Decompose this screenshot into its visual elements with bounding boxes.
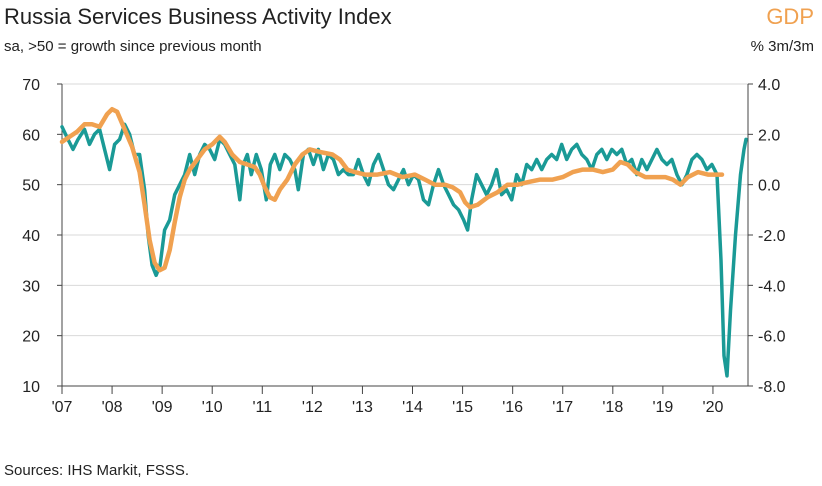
y-right-tick-label: 4.0 [758,77,780,94]
right-axis-title: GDP [766,4,814,29]
x-tick-label: '10 [202,399,223,416]
y-left-tick-label: 50 [22,178,40,195]
x-tick-label: '17 [552,399,573,416]
x-tick-label: '08 [102,399,123,416]
chart-subtitle: sa, >50 = growth since previous month [4,38,262,55]
y-right-tick-label: 2.0 [758,127,780,144]
series-line-gdp [59,106,725,273]
x-tick-label: '20 [703,399,724,416]
x-tick-label: '18 [602,399,623,416]
x-tick-label: '14 [402,399,423,416]
x-tick-label: '19 [652,399,673,416]
y-left-tick-label: 20 [22,329,40,346]
x-tick-label: '15 [452,399,473,416]
chart-source: Sources: IHS Markit, FSSS. [4,462,190,479]
y-left-tick-label: 10 [22,379,40,396]
x-tick-label: '16 [502,399,523,416]
y-right-tick-label: 0.0 [758,178,780,195]
y-left-tick-label: 70 [22,77,40,94]
x-tick-label: '07 [52,399,73,416]
x-tick-label: '12 [302,399,323,416]
right-axis-unit: % 3m/3m [750,38,814,55]
x-tick-label: '11 [252,399,272,416]
y-left-tick-label: 40 [22,228,40,245]
y-right-tick-label: -6.0 [758,329,786,346]
y-right-tick-label: -4.0 [758,278,786,295]
chart-title: Russia Services Business Activity Index [4,4,392,29]
y-right-tick-label: -2.0 [758,228,786,245]
y-left-tick-label: 30 [22,278,40,295]
y-right-tick-label: -8.0 [758,379,786,396]
y-left-tick-label: 60 [22,127,40,144]
series-line-services-pmi [60,122,748,378]
x-tick-label: '13 [352,399,373,416]
x-tick-label: '09 [152,399,173,416]
